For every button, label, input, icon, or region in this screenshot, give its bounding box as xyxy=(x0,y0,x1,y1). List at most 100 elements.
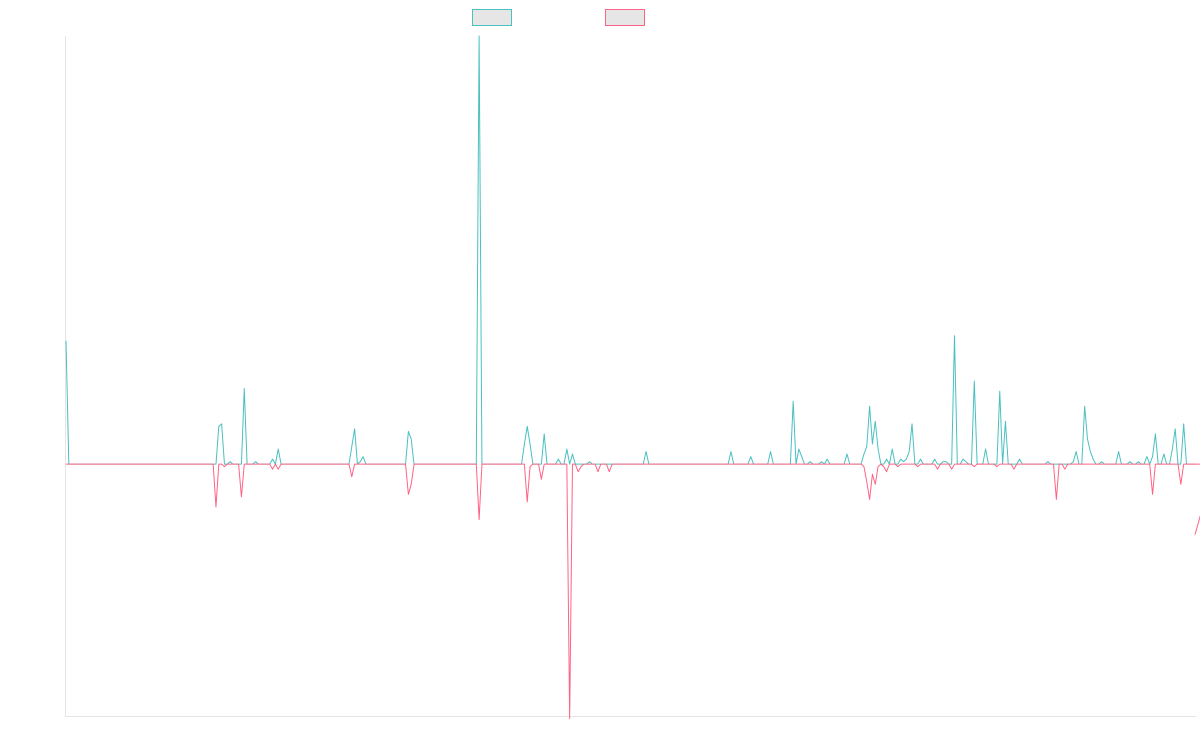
series-1-point[interactable] xyxy=(352,426,357,431)
series-1-point[interactable] xyxy=(361,454,366,459)
series-1-point[interactable] xyxy=(1045,459,1050,464)
series-1-point[interactable] xyxy=(864,444,869,449)
series-2-point[interactable] xyxy=(864,479,869,484)
series-1-point[interactable] xyxy=(1144,454,1149,459)
series-1-point[interactable] xyxy=(1116,449,1121,454)
series-2-point[interactable] xyxy=(1011,467,1016,472)
series-1-point[interactable] xyxy=(242,386,247,391)
series-2-point[interactable] xyxy=(239,494,244,499)
series-2-point[interactable] xyxy=(528,464,533,469)
series-1-point[interactable] xyxy=(907,449,912,454)
series-1-point[interactable] xyxy=(1161,452,1166,457)
series-1-point[interactable] xyxy=(1088,449,1093,454)
series-1-point[interactable] xyxy=(997,389,1002,394)
series-1-point[interactable] xyxy=(890,447,895,452)
series-2-point[interactable] xyxy=(525,499,530,504)
series-1-point[interactable] xyxy=(876,447,881,452)
series-1-point[interactable] xyxy=(570,452,575,457)
series-1-point[interactable] xyxy=(528,442,533,447)
series-1-point[interactable] xyxy=(542,431,547,436)
legend-swatch-series-2[interactable] xyxy=(605,9,645,26)
series-1-point[interactable] xyxy=(861,452,866,457)
series-1-point[interactable] xyxy=(1136,459,1141,464)
series-1-point[interactable] xyxy=(358,459,363,464)
series-2-point[interactable] xyxy=(276,467,281,472)
series-1-point[interactable] xyxy=(1181,421,1186,426)
series-1-point[interactable] xyxy=(253,459,258,464)
series-1-point[interactable] xyxy=(409,436,414,441)
series-1-point[interactable] xyxy=(1091,457,1096,462)
series-1-point[interactable] xyxy=(867,404,872,409)
series-1-point[interactable] xyxy=(270,457,275,462)
series-1-point[interactable] xyxy=(910,421,915,426)
series-2-point[interactable] xyxy=(861,464,866,469)
series-1-point[interactable] xyxy=(768,449,773,454)
series-2-point[interactable] xyxy=(884,469,889,474)
series-2-point[interactable] xyxy=(935,467,940,472)
series-1-point[interactable] xyxy=(1150,454,1155,459)
series-1-point[interactable] xyxy=(972,379,977,384)
series-2-point[interactable] xyxy=(1178,482,1183,487)
series-1-point[interactable] xyxy=(944,459,949,464)
series-1-point[interactable] xyxy=(349,444,354,449)
series-1-point[interactable] xyxy=(808,459,813,464)
series-1-point[interactable] xyxy=(587,459,592,464)
series-2-point[interactable] xyxy=(477,517,482,522)
series-2-point[interactable] xyxy=(915,464,920,469)
series-1-point[interactable] xyxy=(952,333,957,338)
series-1-point[interactable] xyxy=(748,454,753,459)
series-1-point[interactable] xyxy=(1071,459,1076,464)
series-2-point[interactable] xyxy=(270,467,275,472)
series-2-point[interactable] xyxy=(607,469,612,474)
series-1-point[interactable] xyxy=(644,449,649,454)
series-2-point[interactable] xyxy=(881,464,886,469)
series-2-point[interactable] xyxy=(349,474,354,479)
series-1-point[interactable] xyxy=(825,457,830,462)
series-1-point[interactable] xyxy=(799,454,804,459)
series-1-point[interactable] xyxy=(477,34,482,39)
series-2-point[interactable] xyxy=(406,492,411,497)
series-2-point[interactable] xyxy=(409,482,414,487)
series-1-point[interactable] xyxy=(1085,436,1090,441)
series-2-point[interactable] xyxy=(539,477,544,482)
series-2-point[interactable] xyxy=(578,464,583,469)
series-2-point[interactable] xyxy=(895,464,900,469)
series-1-point[interactable] xyxy=(1127,459,1132,464)
series-2-point[interactable] xyxy=(576,469,581,474)
series-1-point[interactable] xyxy=(556,457,561,462)
series-2-point[interactable] xyxy=(1150,492,1155,497)
series-1-point[interactable] xyxy=(522,442,527,447)
series-2-point[interactable] xyxy=(1062,467,1067,472)
series-1-point[interactable] xyxy=(1099,459,1104,464)
series-1-point[interactable] xyxy=(819,459,824,464)
series-2-point[interactable] xyxy=(567,716,572,721)
series-1-point[interactable] xyxy=(228,459,233,464)
series-2-point[interactable] xyxy=(949,467,954,472)
series-2-point[interactable] xyxy=(222,464,227,469)
series-1-point[interactable] xyxy=(1082,404,1087,409)
series-1-point[interactable] xyxy=(932,457,937,462)
series-1-point[interactable] xyxy=(1017,457,1022,462)
series-1-point[interactable] xyxy=(64,338,69,343)
series-2-point[interactable] xyxy=(972,464,977,469)
series-1-point[interactable] xyxy=(983,447,988,452)
series-2-point[interactable] xyxy=(873,482,878,487)
series-1-point[interactable] xyxy=(1153,431,1158,436)
series-1-point[interactable] xyxy=(963,459,968,464)
series-1-point[interactable] xyxy=(884,457,889,462)
series-1-point[interactable] xyxy=(276,447,281,452)
series-1-point[interactable] xyxy=(870,442,875,447)
series-1-point[interactable] xyxy=(918,457,923,462)
series-1-point[interactable] xyxy=(564,447,569,452)
series-1-point[interactable] xyxy=(728,449,733,454)
series-2-point[interactable] xyxy=(870,472,875,477)
series-1-point[interactable] xyxy=(1003,419,1008,424)
series-1-point[interactable] xyxy=(525,424,530,429)
series-2-point[interactable] xyxy=(867,497,872,502)
series-1-point[interactable] xyxy=(791,399,796,404)
series-2-point[interactable] xyxy=(876,464,881,469)
legend-swatch-series-1[interactable] xyxy=(472,9,512,26)
series-1-point[interactable] xyxy=(219,421,224,426)
series-1-point[interactable] xyxy=(1173,426,1178,431)
series-2-point[interactable] xyxy=(213,504,218,509)
